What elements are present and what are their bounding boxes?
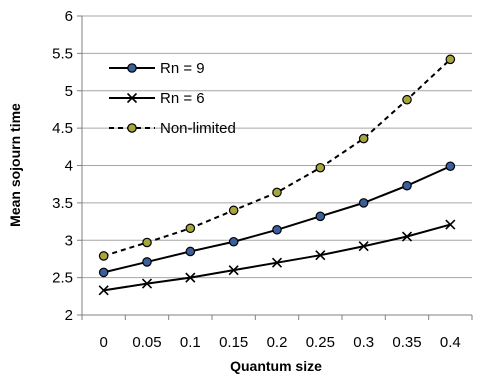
y-tick-label: 3.5 [52,195,73,212]
y-tick-label: 5.5 [52,45,73,62]
y-tick-label: 2.5 [52,270,73,287]
legend-item: Rn = 6 [109,90,205,107]
data-point [358,241,369,252]
gridlines [82,15,472,279]
x-tick-label: 0.1 [180,334,201,351]
data-point [185,223,196,234]
data-point [98,267,109,278]
data-point [142,257,152,267]
x-tick-label: 0 [99,334,107,351]
data-point [185,246,196,257]
x-tick-label: 0.4 [440,334,461,351]
data-point [402,180,412,191]
data-point [126,92,138,104]
data-point [98,251,109,261]
y-tick-label: 2 [65,307,73,324]
data-point [358,198,369,208]
data-point [272,187,282,198]
axes [77,15,473,320]
data-point [315,211,326,222]
legend-item: Non-limited [109,120,236,137]
data-point [445,161,456,172]
y-tick-label: 5 [65,83,73,100]
legend-label: Rn = 9 [160,60,205,77]
legend-label: Non-limited [160,120,236,137]
data-point [358,133,369,144]
x-tick-labels: 0 0.05 0.1 0.15 0.2 0.25 0.3 0.35 0.4 [99,334,460,351]
data-point [271,257,283,268]
data-point [402,94,412,105]
data-point [228,205,239,216]
data-point [445,219,456,230]
series-line [103,165,451,274]
series-1 [98,161,456,278]
data-point [142,237,152,248]
x-tick-label: 0.25 [306,334,335,351]
data-point [141,278,153,289]
y-tick-label: 6 [65,8,73,25]
legend-label: Rn = 6 [160,90,205,107]
x-axis-title: Quantum size [230,358,322,374]
data-point [445,54,456,65]
y-tick-labels: 2 2.5 3 3.5 4 4.5 5 5.5 6 [52,8,73,324]
series-3 [98,54,456,261]
data-point [272,224,282,235]
legend-item: Rn = 9 [109,60,205,77]
x-tick-label: 0.05 [132,334,161,351]
x-tick-label: 0.35 [392,334,421,351]
x-tick-label: 0.3 [353,334,374,351]
data-point [127,123,137,133]
y-axis-title: Mean sojourn time [7,103,23,227]
data-point [315,162,326,173]
series-group [98,54,456,296]
x-tick-label: 0.2 [267,334,288,351]
x-tick-label: 0.15 [219,334,248,351]
data-point [185,272,196,283]
data-point [228,265,239,276]
data-point [127,63,137,73]
data-point [98,285,109,296]
series-2 [98,219,456,296]
data-point [401,231,413,242]
y-tick-label: 4 [65,158,73,175]
data-point [315,250,326,261]
data-point [228,236,239,247]
y-tick-label: 3 [65,232,73,249]
legend: Rn = 9 Rn = 6 Non-limited [109,60,236,137]
y-tick-label: 4.5 [52,120,73,137]
